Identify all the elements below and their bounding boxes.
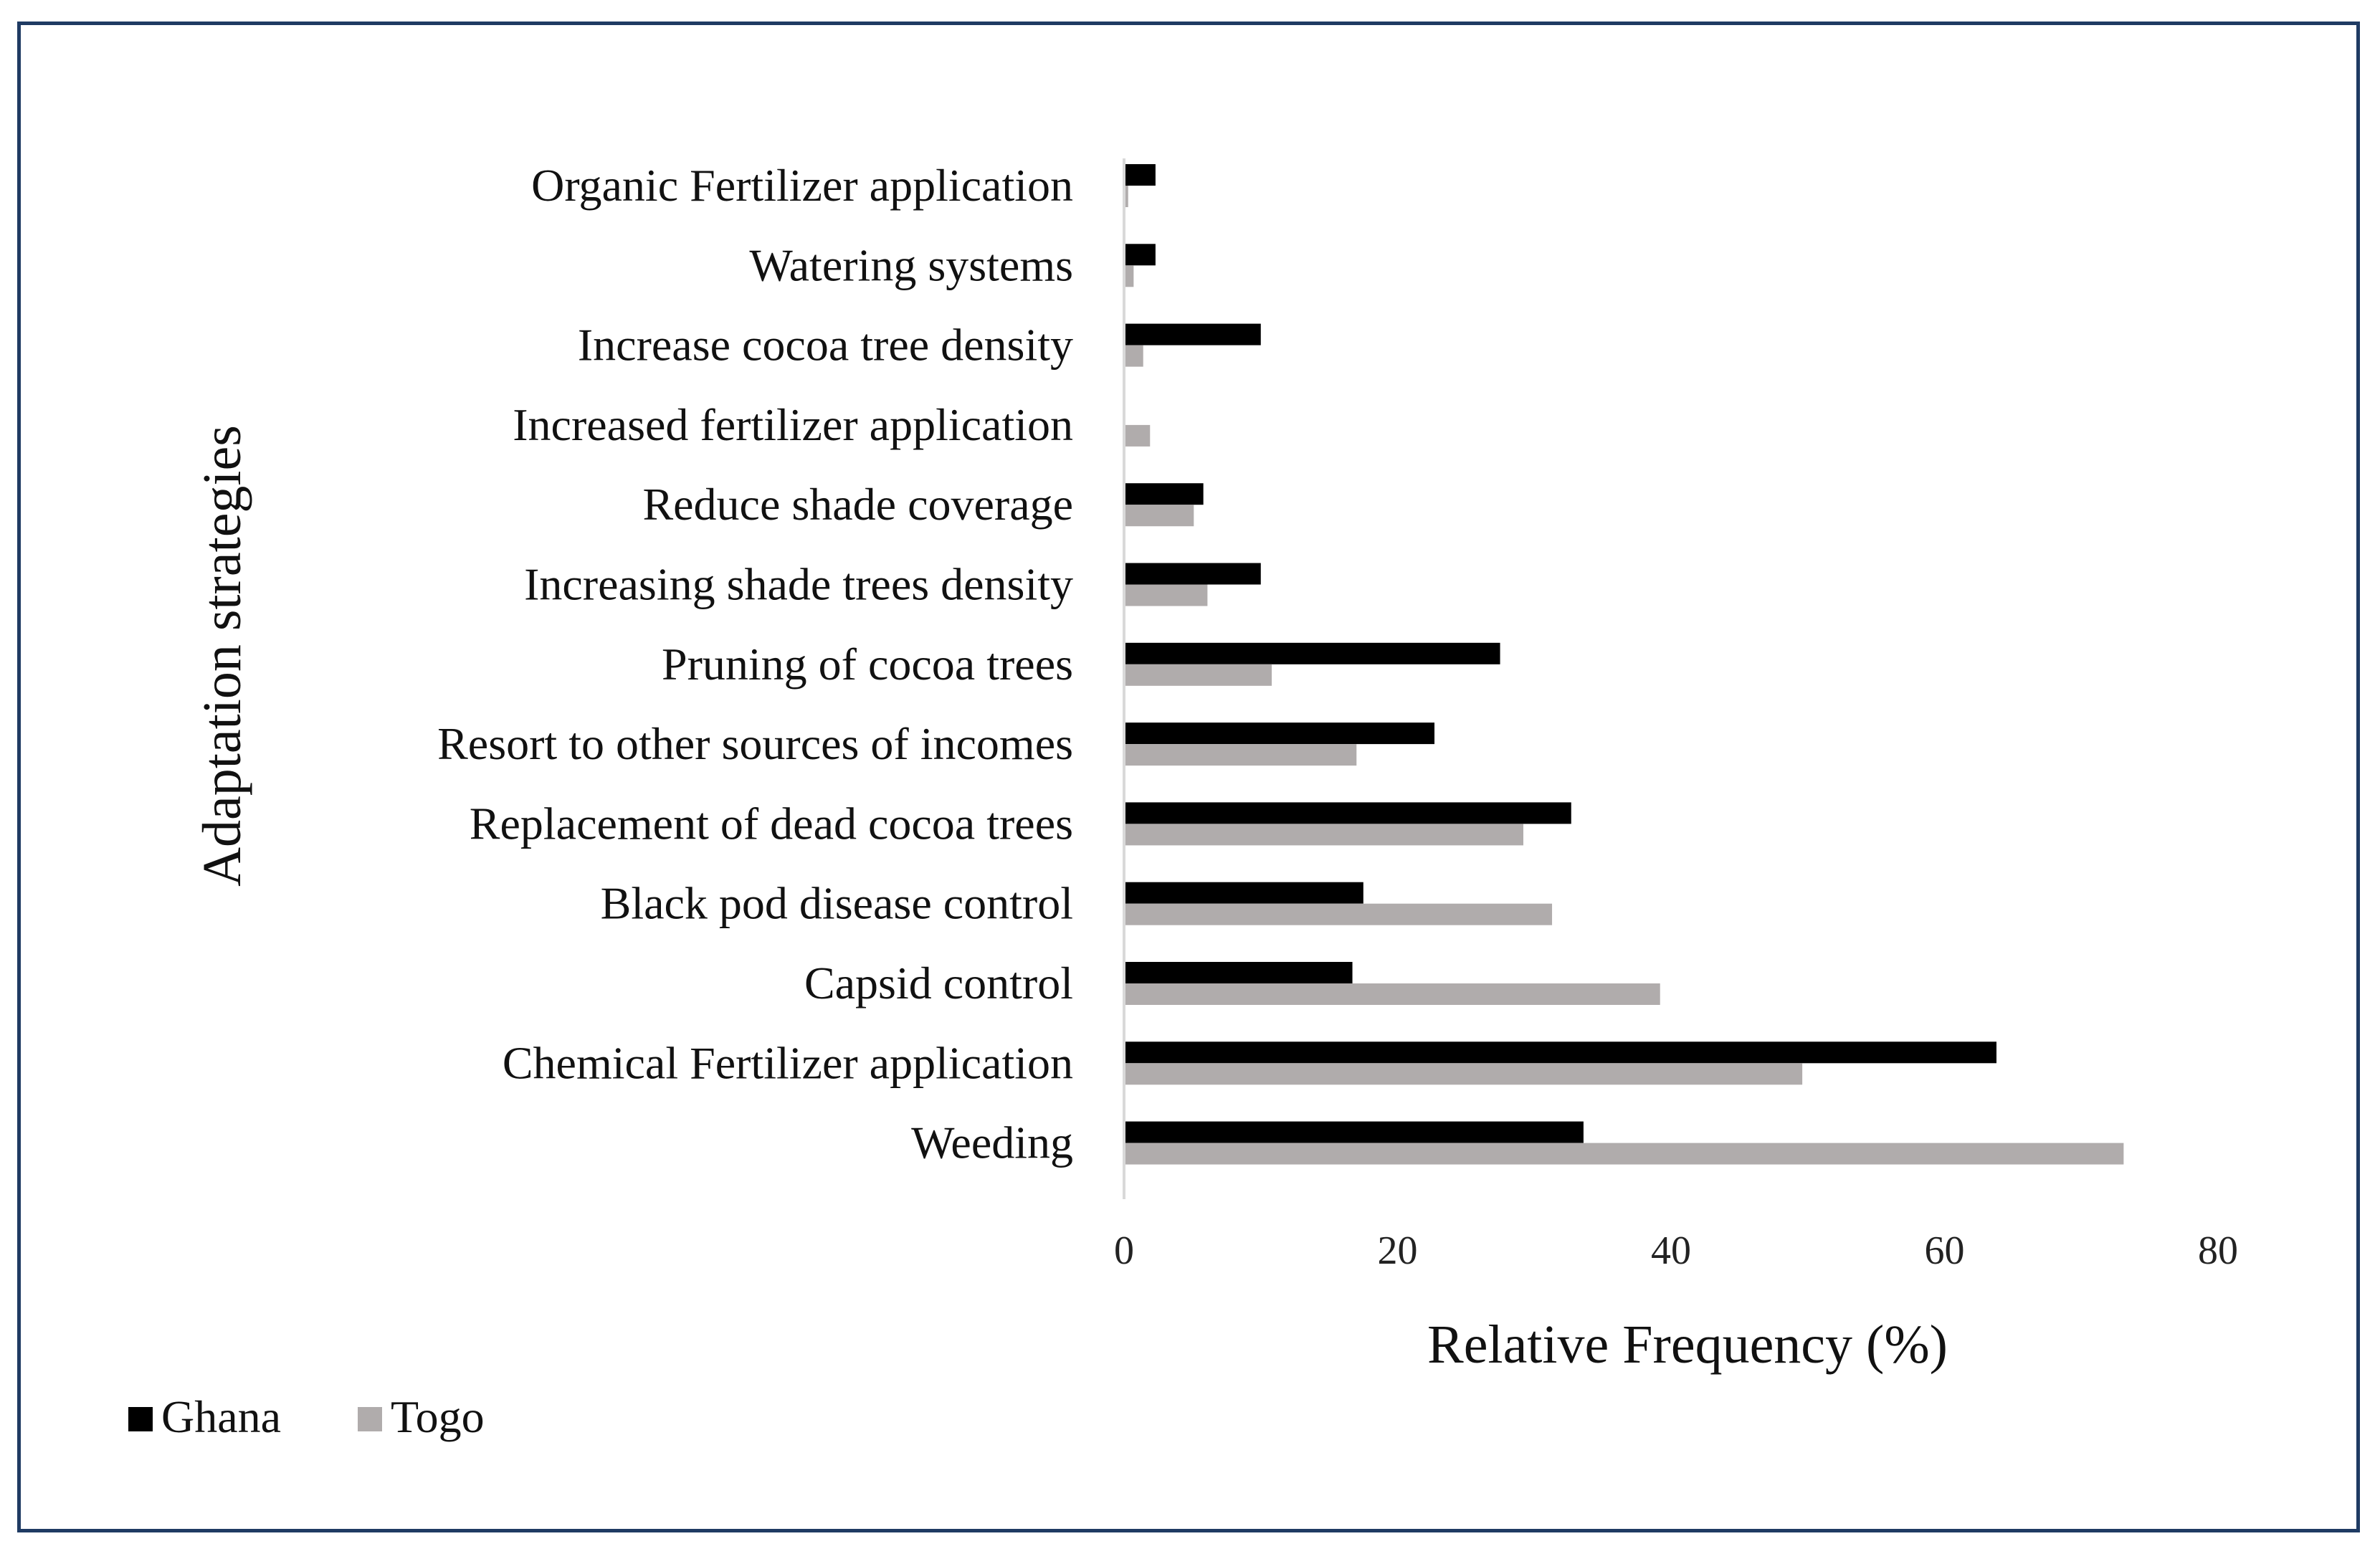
x-tick-label: 0	[1114, 1229, 1134, 1273]
bar-togo	[1124, 1143, 2124, 1165]
category-label: Increase cocoa tree density	[578, 320, 1073, 371]
x-tick-label: 60	[1925, 1229, 1965, 1273]
x-tick-label: 40	[1651, 1229, 1691, 1273]
bar-togo	[1124, 265, 1134, 287]
bar-ghana	[1124, 642, 1500, 664]
x-axis-title: Relative Frequency (%)	[1427, 1315, 1948, 1375]
bar-ghana	[1124, 882, 1363, 904]
bar-togo	[1124, 824, 1523, 846]
x-tick-label: 80	[2198, 1229, 2238, 1273]
category-label: Replacement of dead cocoa trees	[470, 798, 1073, 849]
bar-ghana	[1124, 962, 1353, 983]
x-tick-label: 20	[1378, 1229, 1418, 1273]
category-label: Increased fertilizer application	[513, 399, 1073, 450]
category-label: Chemical Fertilizer application	[503, 1037, 1073, 1088]
chart-frame: Organic Fertilizer application Watering s…	[17, 22, 2360, 1532]
category-label: Increasing shade trees density	[524, 559, 1073, 610]
bar-ghana	[1124, 802, 1571, 824]
x-tick-labels: 0 20 40 60 80	[1114, 1229, 2238, 1273]
bar-ghana	[1124, 1041, 1996, 1064]
category-label: Black pod disease control	[601, 878, 1073, 929]
bar-ghana	[1124, 483, 1204, 505]
category-label: Watering systems	[749, 239, 1073, 290]
y-axis-title: Adaptation strategies	[192, 425, 252, 887]
bar-togo	[1124, 345, 1143, 367]
bar-ghana	[1124, 244, 1156, 266]
bar-togo	[1124, 744, 1357, 766]
bars-layer	[1124, 164, 2124, 1165]
bar-togo	[1124, 983, 1660, 1005]
legend-label-togo: Togo	[391, 1391, 485, 1442]
category-labels: Organic Fertilizer application Watering s…	[437, 160, 1073, 1168]
bar-togo	[1124, 1063, 1803, 1085]
category-label: Organic Fertilizer application	[531, 160, 1073, 211]
bar-togo	[1124, 664, 1272, 686]
category-label: Pruning of cocoa trees	[662, 639, 1073, 690]
bar-chart: Organic Fertilizer application Watering s…	[128, 158, 2238, 1442]
bar-togo	[1124, 505, 1194, 527]
category-label: Capsid control	[804, 958, 1073, 1009]
bar-ghana	[1124, 1121, 1584, 1143]
legend-swatch-ghana	[128, 1407, 153, 1431]
bar-togo	[1124, 186, 1128, 207]
bar-ghana	[1124, 723, 1435, 745]
bar-ghana	[1124, 323, 1261, 345]
bar-togo	[1124, 584, 1208, 606]
bar-togo	[1124, 903, 1553, 925]
legend-label-ghana: Ghana	[161, 1391, 281, 1442]
category-label: Resort to other sources of incomes	[437, 718, 1073, 769]
category-label: Weeding	[911, 1117, 1073, 1168]
bar-togo	[1124, 424, 1151, 447]
bar-ghana	[1124, 563, 1261, 585]
legend-swatch-togo	[358, 1407, 382, 1431]
bar-ghana	[1124, 164, 1156, 186]
legend: Ghana Togo	[128, 1391, 485, 1442]
category-label: Reduce shade coverage	[642, 479, 1073, 530]
